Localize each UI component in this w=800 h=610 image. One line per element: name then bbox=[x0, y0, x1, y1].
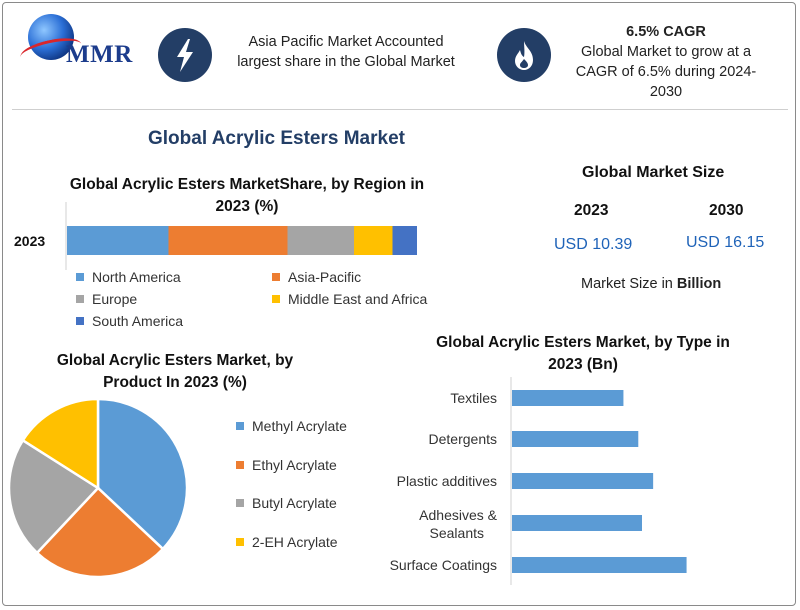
pie-slice-0 bbox=[96, 397, 189, 551]
type-bar-2 bbox=[512, 473, 654, 489]
market-size-value1: USD 10.39 bbox=[554, 236, 633, 253]
region-chart: 2023 bbox=[14, 202, 417, 270]
legend-swatch bbox=[76, 273, 84, 281]
legend-label: Asia-Pacific bbox=[288, 269, 362, 285]
legend-swatch bbox=[76, 295, 84, 303]
region-category-label: 2023 bbox=[14, 233, 45, 249]
cagr-note: Global Market to grow at a CAGR of 6.5% … bbox=[575, 44, 757, 100]
pie-slice-1 bbox=[35, 486, 165, 579]
legend-ethyl-acrylate: Ethyl Acrylate bbox=[236, 457, 337, 473]
type-chart-title: Global Acrylic Esters Market, by Type in… bbox=[436, 334, 730, 373]
legend-label: South America bbox=[92, 313, 184, 329]
page-title: Global Acrylic Esters Market bbox=[148, 128, 405, 149]
market-size-note: Market Size in Billion bbox=[581, 276, 721, 292]
legend-swatch bbox=[76, 317, 84, 325]
region-chart-title: Global Acrylic Esters MarketShare, by Re… bbox=[69, 176, 425, 215]
type-tick-label: Textiles bbox=[450, 390, 497, 406]
legend-swatch bbox=[236, 461, 244, 469]
type-tick-label: Surface Coatings bbox=[390, 557, 497, 573]
legend-label: Methyl Acrylate bbox=[252, 418, 347, 434]
legend-south-america: South America bbox=[76, 313, 183, 329]
header-divider bbox=[12, 109, 788, 110]
legend-mea: Middle East and Africa bbox=[272, 291, 427, 307]
type-bar-0 bbox=[512, 390, 624, 406]
type-bar-4 bbox=[512, 557, 687, 573]
type-tick-label: Plastic additives bbox=[397, 473, 497, 489]
cagr-heading: 6.5% CAGR bbox=[626, 24, 706, 40]
legend-2eh-acrylate: 2-EH Acrylate bbox=[236, 534, 338, 550]
legend-swatch bbox=[236, 499, 244, 507]
pie-slice-3 bbox=[21, 397, 100, 491]
legend-label: Butyl Acrylate bbox=[252, 495, 337, 511]
legend-methyl-acrylate: Methyl Acrylate bbox=[236, 418, 347, 434]
region-segment-4 bbox=[392, 226, 417, 255]
logo-text: MMR bbox=[66, 41, 133, 68]
market-size-year1: 2023 bbox=[574, 202, 609, 219]
legend-north-america: North America bbox=[76, 269, 181, 285]
product-chart-title: Global Acrylic Esters Market, by Product… bbox=[56, 352, 294, 391]
type-tick-label: Detergents bbox=[429, 431, 497, 447]
legend-swatch bbox=[236, 538, 244, 546]
type-bar-chart: Textiles Detergents Plastic additives Adhes… bbox=[390, 377, 687, 585]
legend-europe: Europe bbox=[76, 291, 137, 307]
market-size-title: Global Market Size bbox=[582, 164, 725, 181]
market-size-note-unit: Billion bbox=[676, 276, 722, 292]
type-bar-1 bbox=[512, 431, 639, 447]
region-segment-2 bbox=[287, 226, 354, 255]
pie-slice-2 bbox=[7, 438, 100, 555]
flame-icon bbox=[497, 28, 551, 82]
legend-label: North America bbox=[92, 269, 181, 285]
lightning-icon bbox=[158, 28, 212, 82]
region-share-note: Asia Pacific Market Accounted largest sh… bbox=[237, 34, 455, 70]
legend-label: 2-EH Acrylate bbox=[252, 534, 338, 550]
type-bar-3 bbox=[512, 515, 642, 531]
legend-butyl-acrylate: Butyl Acrylate bbox=[236, 495, 337, 511]
type-tick-label: Adhesives & bbox=[419, 507, 497, 523]
globe-icon bbox=[28, 14, 74, 60]
region-segment-3 bbox=[354, 226, 393, 255]
region-segment-0 bbox=[67, 226, 169, 255]
product-pie-chart bbox=[7, 397, 189, 579]
market-size-year2: 2030 bbox=[709, 202, 744, 219]
legend-label: Ethyl Acrylate bbox=[252, 457, 337, 473]
legend-swatch bbox=[272, 295, 280, 303]
market-size-value2: USD 16.15 bbox=[686, 234, 765, 251]
market-size-note-prefix: Market Size in bbox=[581, 276, 677, 292]
legend-swatch bbox=[272, 273, 280, 281]
region-segment-1 bbox=[168, 226, 288, 255]
type-tick-label: Sealants bbox=[430, 525, 484, 541]
legend-asia-pacific: Asia-Pacific bbox=[272, 269, 361, 285]
legend-label: Middle East and Africa bbox=[288, 291, 428, 307]
legend-label: Europe bbox=[92, 291, 138, 307]
legend-swatch bbox=[236, 422, 244, 430]
